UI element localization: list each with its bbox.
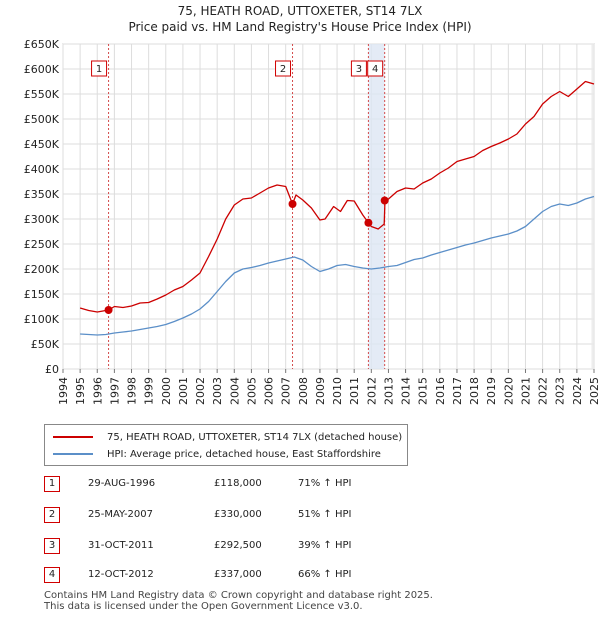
x-tick-label: 1999: [143, 377, 156, 405]
plot-frame: [62, 43, 595, 370]
x-tick-label: 2020: [502, 377, 515, 405]
sale-date: 31-OCT-2011: [88, 540, 154, 551]
y-tick-label: £500K: [24, 113, 60, 126]
x-tick-label: 2000: [160, 377, 173, 405]
property-price-line: [79, 80, 595, 313]
sale-marker-number: 4: [372, 64, 378, 75]
chart-subtitle: Price paid vs. HM Land Registry's House …: [128, 20, 472, 34]
sale-marker-box: [350, 60, 367, 77]
y-tick-label: £400K: [24, 163, 60, 176]
sale-hpi-change: 39% ↑ HPI: [298, 540, 352, 551]
footer-attribution: Contains HM Land Registry data © Crown c…: [44, 590, 433, 612]
x-tick-label: 2024: [571, 377, 584, 405]
x-tick-label: 1994: [57, 377, 70, 405]
sale-point: [288, 200, 297, 208]
sale-badge: 1: [44, 476, 60, 492]
legend-swatch-hpi: [53, 453, 93, 455]
y-tick-label: £300K: [24, 213, 60, 226]
legend-item-hpi: HPI: Average price, detached house, East…: [53, 446, 381, 462]
sale-date: 29-AUG-1996: [88, 478, 156, 489]
sale-marker-box: [91, 60, 108, 77]
y-tick-label: £250K: [24, 238, 60, 251]
y-tick-label: £200K: [24, 263, 60, 276]
legend-item-property: 75, HEATH ROAD, UTTOXETER, ST14 7LX (det…: [53, 429, 402, 445]
x-tick-label: 1995: [74, 377, 87, 405]
sale-hpi-change: 51% ↑ HPI: [298, 509, 352, 520]
y-tick-label: £450K: [24, 138, 60, 151]
x-tick-label: 2012: [365, 377, 378, 405]
y-tick-label: £600K: [24, 63, 60, 76]
sale-marker-number: 3: [356, 64, 362, 75]
x-tick-label: 1996: [91, 377, 104, 405]
hpi-line: [80, 195, 595, 336]
sale-point: [380, 196, 389, 205]
sale-badge: 4: [44, 567, 60, 583]
x-tick-label: 2025: [588, 377, 600, 405]
x-tick-label: 2021: [519, 377, 532, 405]
y-tick-label: £150K: [24, 288, 60, 301]
y-tick-label: £650K: [24, 38, 60, 51]
sale-date: 12-OCT-2012: [88, 569, 154, 580]
sale-marker-box: [275, 60, 292, 77]
x-tick-label: 2005: [245, 377, 258, 405]
x-tick-label: 2008: [297, 377, 310, 405]
x-tick-label: 2011: [348, 377, 361, 405]
sale-hpi-change: 71% ↑ HPI: [298, 478, 352, 489]
sale-marker-box: [367, 60, 384, 77]
x-tick-label: 2002: [194, 377, 207, 405]
x-tick-label: 2017: [451, 377, 464, 405]
legend: 75, HEATH ROAD, UTTOXETER, ST14 7LX (det…: [44, 424, 408, 466]
y-tick-label: £0: [45, 363, 59, 376]
footer-line-2: This data is licensed under the Open Gov…: [44, 601, 363, 612]
sale-badge: 2: [44, 507, 60, 523]
x-tick-label: 2014: [400, 377, 413, 405]
footer-line-1: Contains HM Land Registry data © Crown c…: [44, 590, 433, 601]
x-tick-label: 2007: [280, 377, 293, 405]
sale-price: £330,000: [214, 509, 262, 520]
x-tick-label: 2003: [211, 377, 224, 405]
legend-swatch-property: [53, 436, 93, 438]
sale-hpi-change: 66% ↑ HPI: [298, 569, 352, 580]
future-band: [591, 44, 594, 369]
legend-label-property: 75, HEATH ROAD, UTTOXETER, ST14 7LX (det…: [107, 431, 403, 443]
x-tick-label: 2015: [417, 377, 430, 405]
sale-price: £292,500: [214, 540, 262, 551]
x-tick-label: 1998: [126, 377, 139, 405]
x-tick-label: 1997: [108, 377, 121, 405]
chart-title: 75, HEATH ROAD, UTTOXETER, ST14 7LX: [177, 4, 423, 18]
x-tick-label: 2022: [537, 377, 550, 405]
chart-area: £0 £50K £100K £150K £200K £250K £300K £350K £400…: [24, 38, 600, 405]
sale-price: £337,000: [214, 569, 262, 580]
y-tick-label: £550K: [24, 88, 60, 101]
y-tick-label: £350K: [24, 188, 60, 201]
x-tick-label: 2010: [331, 377, 344, 405]
x-tick-label: 2023: [554, 377, 567, 405]
x-tick-label: 2019: [485, 377, 498, 405]
sale-period-band: [368, 44, 385, 369]
x-tick-label: 2006: [263, 377, 276, 405]
x-tick-label: 2018: [468, 377, 481, 405]
y-tick-label: £50K: [31, 338, 60, 351]
y-tick-label: £100K: [24, 313, 60, 326]
sale-marker-number: 1: [96, 64, 102, 75]
sale-badge: 3: [44, 538, 60, 554]
sale-price: £118,000: [214, 478, 262, 489]
x-tick-label: 2013: [382, 377, 395, 405]
sale-date: 25-MAY-2007: [88, 509, 154, 520]
x-tick-label: 2004: [228, 377, 241, 405]
x-tick-label: 2009: [314, 377, 327, 405]
x-tick-label: 2016: [434, 377, 447, 405]
legend-label-hpi: HPI: Average price, detached house, East…: [107, 448, 381, 460]
sale-point: [364, 218, 373, 227]
sale-point: [104, 306, 113, 314]
x-tick-label: 2001: [177, 377, 190, 405]
sale-marker-number: 2: [280, 64, 286, 75]
